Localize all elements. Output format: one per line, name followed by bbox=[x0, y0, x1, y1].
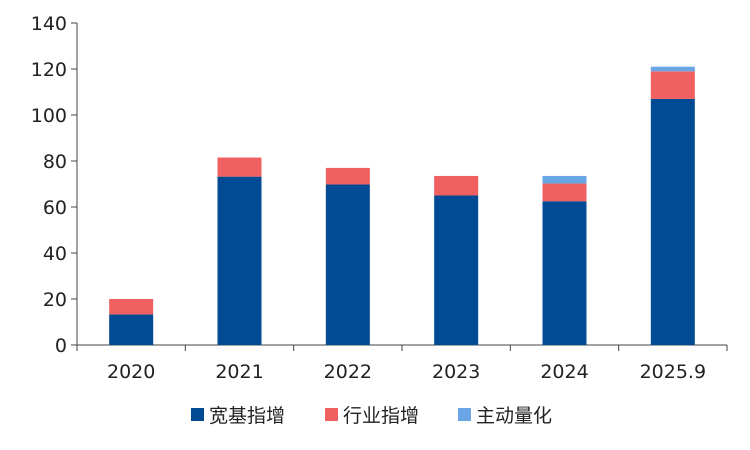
bar-segment-series-1-2022 bbox=[325, 167, 370, 185]
x-tick-label: 2021 bbox=[215, 361, 263, 383]
x-tick-label: 2025.9 bbox=[640, 361, 706, 383]
y-tick-label: 60 bbox=[43, 197, 67, 219]
bar-segment-series-2-2025.9 bbox=[650, 66, 695, 72]
bar-segment-series-1-2023 bbox=[434, 175, 479, 196]
bar-segment-series-1-2024 bbox=[542, 183, 587, 202]
x-tick-label: 2020 bbox=[107, 361, 155, 383]
y-tick-label: 80 bbox=[43, 151, 67, 173]
legend-label: 宽基指增 bbox=[209, 405, 285, 427]
bar-segment-series-0-2025.9 bbox=[650, 98, 695, 346]
bar-segment-series-0-2021 bbox=[217, 176, 262, 345]
y-tick-label: 120 bbox=[31, 59, 67, 81]
legend-label: 行业指增 bbox=[343, 405, 419, 427]
x-tick-label: 2023 bbox=[432, 361, 480, 383]
y-axis: 0 20 40 60 80 100 120 140 bbox=[31, 13, 78, 357]
legend-swatch bbox=[325, 408, 338, 421]
x-tick-label: 2024 bbox=[540, 361, 588, 383]
y-tick-label: 20 bbox=[43, 289, 67, 311]
y-tick-label: 100 bbox=[31, 105, 67, 127]
bar-segment-series-0-2023 bbox=[434, 195, 479, 345]
y-tick-label: 0 bbox=[55, 335, 67, 357]
bar-segment-series-1-2020 bbox=[109, 299, 154, 315]
legend-swatch bbox=[458, 408, 471, 421]
bar-segment-series-2-2024 bbox=[542, 175, 587, 184]
legend: 宽基指增 行业指增 主动量化 bbox=[191, 405, 552, 427]
bar-segment-series-1-2025.9 bbox=[650, 71, 695, 99]
legend-swatch bbox=[191, 408, 204, 421]
bar-segment-series-1-2021 bbox=[217, 157, 262, 177]
bar-segment-series-0-2020 bbox=[109, 314, 154, 345]
bar-segment-series-0-2024 bbox=[542, 201, 587, 345]
y-tick-label: 140 bbox=[31, 13, 67, 35]
legend-label: 主动量化 bbox=[476, 405, 552, 427]
x-axis: 2020 2021 2022 2023 2024 2025.9 bbox=[76, 344, 728, 383]
bars bbox=[109, 66, 695, 346]
x-tick-label: 2022 bbox=[324, 361, 372, 383]
y-tick-label: 40 bbox=[43, 243, 67, 265]
bar-segment-series-0-2022 bbox=[325, 184, 370, 345]
